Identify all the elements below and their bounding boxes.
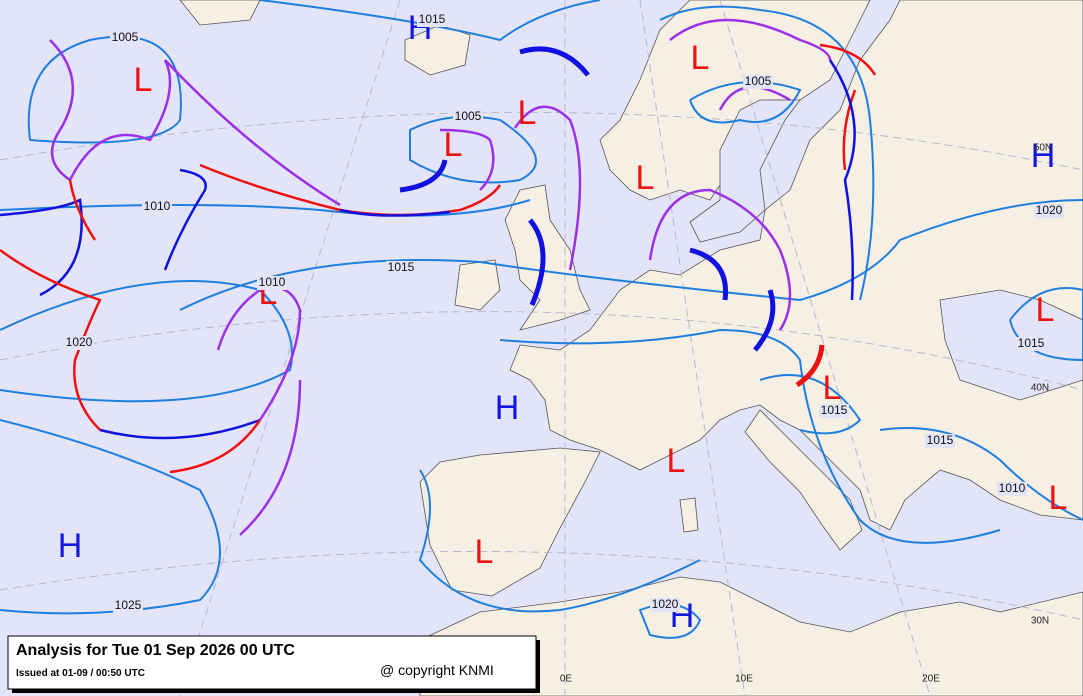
isobar-label: 1015 [419,12,446,26]
isobar-label-bg [64,336,94,350]
grid-label: 30N [1031,616,1049,627]
isobar-label-bg [110,31,140,45]
isobar-label: 1015 [1018,336,1045,350]
isobar-label-bg [819,404,849,418]
pressure-center: L [475,533,494,571]
isobar-label-bg [650,598,680,612]
land [179,0,1083,696]
isobar-label-bg [142,200,172,214]
isobar-label: 1005 [455,109,482,123]
isobars [0,0,1083,639]
isobar-label: 1005 [745,74,772,88]
isobar-label: 1015 [927,433,954,447]
isobar-label: 1005 [112,30,139,44]
isobar-label: 1015 [821,403,848,417]
isobar-label-bg [743,75,773,89]
pressure-center: L [134,61,153,99]
grid-label: 0E [560,674,573,685]
pressure-center: L [667,442,686,480]
pressure-center: L [1049,479,1068,517]
legend-box: Analysis for Tue 01 Sep 2026 00 UTC Issu… [7,635,540,693]
pressure-center: L [1036,291,1055,329]
isobar-label-bg [386,261,416,275]
grid-label: 40N [1031,383,1049,394]
grid-label: 10E [735,674,753,685]
issued-time: Issued at 01-09 / 00:50 UTC [16,668,145,679]
pressure-center: L [823,369,842,407]
isobar-label: 1020 [652,597,679,611]
fronts [0,18,877,536]
isobar-label-bg [453,110,483,124]
isobar-label-bg [113,599,143,613]
isobar-label: 1010 [259,275,286,289]
isobar-label-bg [1034,204,1064,218]
pressure-center: H [495,389,520,427]
pressure-center: H [1031,137,1056,175]
pressure-center: H [58,527,83,565]
isobar-label-bg [997,482,1027,496]
isobar-label: 1020 [66,335,93,349]
copyright: @ copyright KNMI [380,662,494,678]
isobar-label: 1010 [999,481,1026,495]
pressure-center: L [444,126,463,164]
pressure-center: L [636,159,655,197]
pressure-center: L [691,39,710,77]
grid-label: 20E [922,674,940,685]
isobar-label-bg [925,434,955,448]
isobar-label-bg [257,276,287,290]
title: Analysis for Tue 01 Sep 2026 00 UTC [16,642,295,659]
isobar-label: 1015 [388,260,415,274]
isobar-label-bg [1016,337,1046,351]
isobar-label: 1025 [115,598,142,612]
grid-label: 50N [1034,143,1052,154]
pressure-center: L [518,94,537,132]
isobar-label: 1010 [144,199,171,213]
isobar-label-bg [417,13,447,27]
isobar-label: 1020 [1036,203,1063,217]
